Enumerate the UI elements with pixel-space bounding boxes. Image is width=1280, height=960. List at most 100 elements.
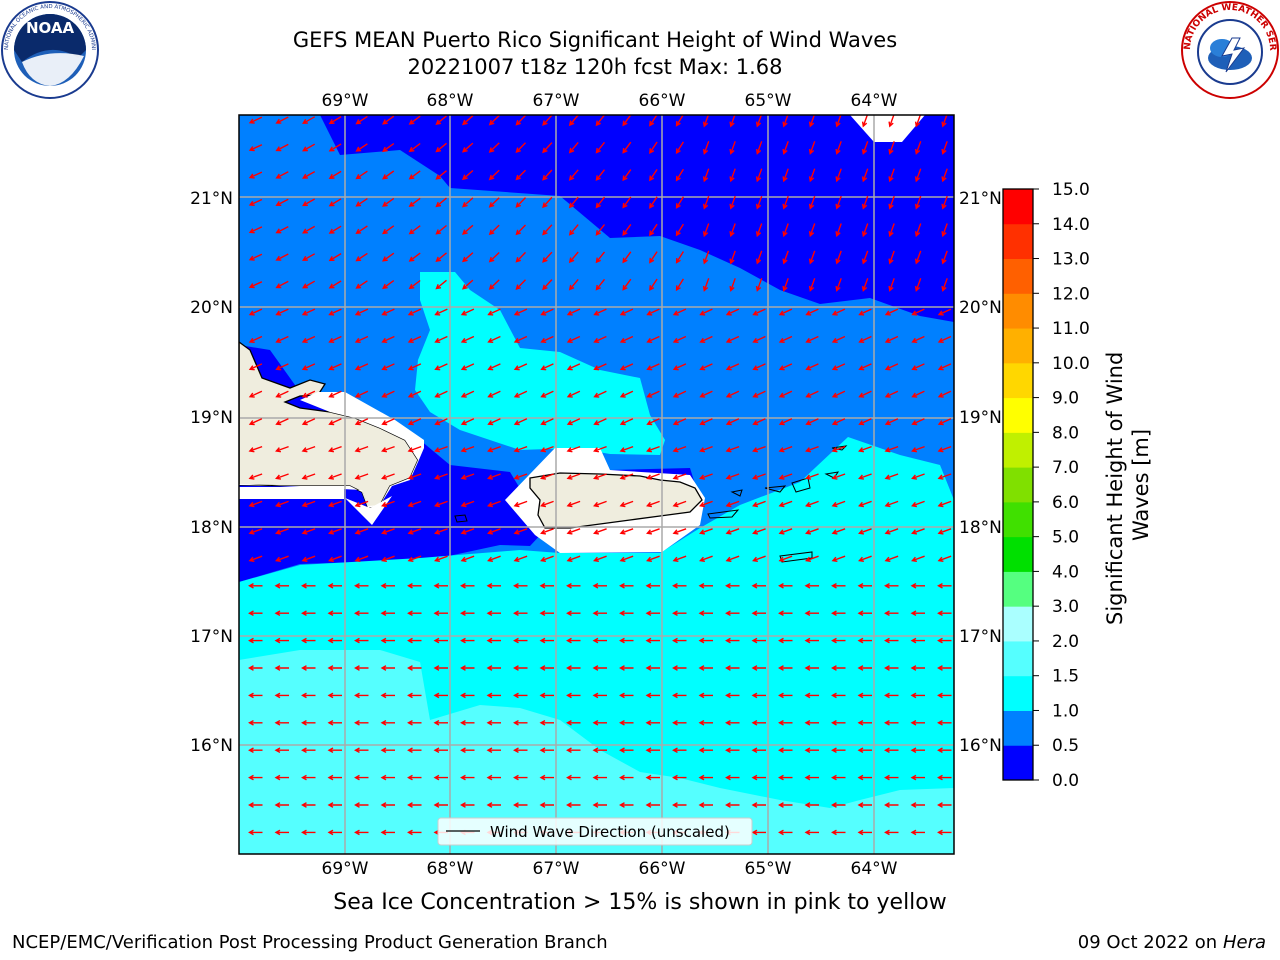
- wave-direction-arrow: [911, 555, 925, 562]
- wave-direction-arrow: [568, 141, 579, 154]
- wave-direction-arrow: [702, 278, 710, 292]
- wave-direction-arrow: [861, 141, 869, 155]
- wave-direction-arrow: [914, 223, 922, 238]
- wave-direction-arrow: [778, 445, 793, 453]
- wave-direction-arrow: [782, 115, 789, 128]
- wave-direction-arrow: [328, 198, 342, 207]
- map-frame: [238, 114, 955, 855]
- wave-direction-arrow: [937, 473, 952, 480]
- wave-direction-arrow: [381, 500, 395, 508]
- wave-direction-arrow: [382, 115, 395, 125]
- wave-direction-arrow: [407, 802, 422, 808]
- wave-direction-arrow: [486, 747, 501, 754]
- wave-direction-arrow: [407, 829, 422, 836]
- wave-direction-arrow: [729, 115, 736, 128]
- wave-direction-arrow: [699, 418, 713, 426]
- wave-direction-arrow: [327, 610, 342, 617]
- wave-direction-arrow: [354, 692, 369, 699]
- wave-direction-arrow: [699, 335, 713, 343]
- wave-direction-arrow: [937, 445, 952, 453]
- wave-direction-arrow: [382, 170, 395, 180]
- wave-direction-arrow: [461, 252, 474, 263]
- wave-direction-arrow: [513, 500, 528, 508]
- wave-direction-arrow: [380, 637, 395, 644]
- wave-direction-arrow: [622, 196, 632, 209]
- wave-direction-arrow: [804, 637, 819, 644]
- colorbar-segment: [1003, 571, 1033, 607]
- wave-direction-arrow: [248, 747, 263, 754]
- wave-direction-arrow: [698, 692, 713, 699]
- wave-direction-arrow: [804, 610, 819, 617]
- wave-direction-arrow: [782, 168, 789, 183]
- wave-direction-arrow: [778, 610, 793, 617]
- wave-direction-arrow: [275, 500, 289, 508]
- wave-direction-arrow: [248, 335, 263, 343]
- wave-direction-arrow: [274, 610, 289, 617]
- wave-direction-arrow: [513, 665, 528, 671]
- noaa-logo-text: NOAA: [26, 19, 75, 37]
- wave-direction-arrow: [592, 774, 607, 781]
- wave-direction-arrow: [382, 252, 395, 262]
- colorbar-segment: [1003, 640, 1033, 677]
- wave-direction-arrow: [645, 665, 660, 671]
- wave-direction-arrow: [460, 308, 475, 316]
- wave-direction-arrow: [805, 445, 819, 453]
- nodata-hispaniola: [239, 392, 424, 508]
- wave-direction-arrow: [566, 473, 581, 480]
- wave-direction-arrow: [778, 363, 793, 371]
- lat-label: 20°N: [959, 298, 1002, 318]
- wave-direction-arrow: [327, 637, 342, 644]
- wave-direction-arrow: [488, 224, 500, 236]
- wave-direction-arrow: [407, 555, 422, 562]
- wave-direction-arrow: [831, 774, 846, 781]
- wave-direction-arrow: [513, 473, 528, 480]
- wave-direction-arrow: [354, 390, 369, 398]
- wave-direction-arrow: [461, 169, 474, 181]
- wave-direction-arrow: [566, 363, 581, 371]
- wave-direction-arrow: [540, 418, 554, 426]
- wave-direction-arrow: [751, 774, 766, 781]
- wave-direction-arrow: [328, 143, 342, 152]
- wave-direction-arrow: [778, 692, 793, 699]
- wave-direction-arrow: [435, 252, 447, 263]
- wave-direction-arrow: [539, 747, 554, 754]
- wave-direction-arrow: [461, 115, 474, 126]
- wave-direction-arrow: [487, 528, 501, 535]
- wave-direction-arrow: [831, 692, 846, 699]
- wave-direction-arrow: [649, 223, 658, 237]
- wave-direction-arrow: [646, 418, 660, 426]
- wave-direction-arrow: [381, 363, 395, 371]
- wave-direction-arrow: [857, 637, 872, 644]
- wave-direction-arrow: [884, 610, 899, 617]
- wave-direction-arrow: [460, 363, 475, 371]
- wave-direction-arrow: [301, 665, 316, 671]
- wave-direction-arrow: [911, 418, 925, 426]
- wave-direction-arrow: [593, 473, 607, 480]
- wave-direction-arrow: [248, 363, 263, 371]
- wave-direction-arrow: [486, 802, 501, 808]
- wave-direction-arrow: [542, 224, 553, 236]
- wave-direction-arrow: [381, 335, 395, 343]
- wave-direction-arrow: [566, 637, 581, 644]
- wave-direction-arrow: [460, 555, 475, 562]
- wave-direction-arrow: [914, 141, 922, 155]
- wave-direction-arrow: [513, 719, 528, 726]
- wave-direction-arrow: [275, 198, 289, 206]
- wave-direction-arrow: [407, 665, 422, 671]
- wave-direction-arrow: [433, 747, 448, 754]
- lon-label: 69°W: [322, 91, 369, 111]
- wave-direction-arrow: [566, 802, 581, 808]
- wave-direction-arrow: [354, 747, 369, 754]
- land-puerto-rico: [529, 472, 703, 529]
- colorbar-tick-label: 0.5: [1052, 736, 1079, 756]
- lon-label: 64°W: [851, 859, 898, 879]
- wave-direction-arrow: [884, 390, 899, 398]
- wave-direction-arrow: [804, 802, 819, 808]
- wave-direction-arrow: [755, 278, 763, 292]
- wave-direction-arrow: [835, 195, 842, 210]
- wave-direction-arrow: [914, 195, 922, 210]
- wave-direction-arrow: [911, 473, 925, 480]
- lon-labels-bottom: 69°W 68°W 67°W 66°W 65°W 64°W: [322, 859, 898, 879]
- wave-direction-arrow: [435, 115, 447, 126]
- wave-direction-arrow: [595, 278, 606, 291]
